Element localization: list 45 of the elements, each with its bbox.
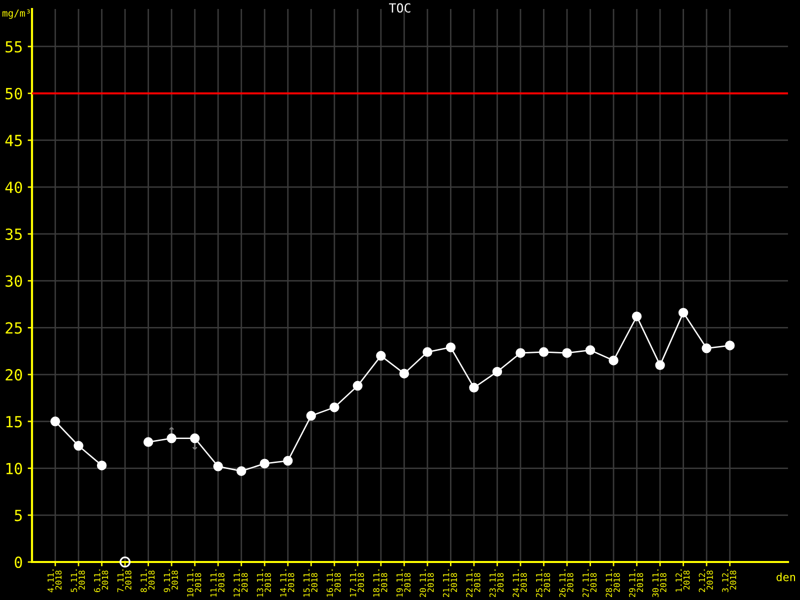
- x-tick-label: 7.11. 2018: [117, 570, 132, 592]
- x-tick-label: 18.11. 2018: [373, 570, 388, 597]
- x-tick-label: 25.11. 2018: [536, 570, 550, 598]
- x-tick-label: 20.11. 2018: [420, 570, 434, 598]
- x-axis-title: den: [776, 572, 796, 582]
- y-tick-label: 50: [6, 88, 22, 100]
- x-tick-label: 19.11. 2018: [396, 570, 411, 597]
- y-tick-label: 30: [6, 275, 22, 287]
- x-tick-label: 22.11. 2018: [466, 570, 480, 598]
- x-tick-label: 11.11. 2018: [210, 570, 224, 597]
- x-tick-label: 30.11. 2018: [652, 570, 666, 598]
- x-tick-label: 17.11. 2018: [350, 570, 364, 597]
- x-tick-label: 29.11. 2018: [629, 570, 644, 598]
- y-tick-label: 20: [6, 369, 22, 381]
- y-axis-title: mg/m³: [2, 9, 30, 19]
- y-tick-label: 55: [6, 41, 22, 53]
- x-tick-label: 9.11. 2018: [164, 570, 178, 592]
- x-tick-label: 23.11. 2018: [489, 570, 504, 598]
- chart-title: TOC: [389, 3, 410, 13]
- x-tick-label: 1.12. 2018: [676, 570, 690, 592]
- x-tick-label: 13.11. 2018: [256, 570, 271, 597]
- x-tick-label: 28.11. 2018: [606, 570, 620, 598]
- x-tick-label: 4.11. 2018: [48, 570, 62, 592]
- x-tick-label: 8.11. 2018: [140, 570, 155, 592]
- y-tick-label: 15: [6, 416, 22, 428]
- x-tick-label: 24.11. 2018: [512, 570, 527, 598]
- x-tick-label: 10.11. 2018: [187, 570, 202, 597]
- x-tick-label: 26.11. 2018: [559, 570, 574, 598]
- y-tick-label: 40: [5, 182, 22, 194]
- x-tick-label: 14.11. 2018: [280, 570, 294, 597]
- x-tick-label: 21.11. 2018: [442, 570, 458, 598]
- x-tick-label: 6.11. 2018: [94, 570, 108, 592]
- x-tick-label: 27.11. 2018: [582, 570, 597, 598]
- y-tick-label: 35: [6, 228, 22, 240]
- x-tick-label: 12.11. 2018: [234, 570, 248, 597]
- x-tick-label: 2.12. 2018: [698, 570, 713, 592]
- x-tick-label: 3.12. 2018: [722, 570, 736, 592]
- y-tick-label: 5: [14, 510, 22, 522]
- x-tick-label: 5.11. 2018: [70, 570, 85, 592]
- y-tick-label: 10: [6, 462, 22, 474]
- x-tick-label: 16.11. 2018: [326, 570, 341, 597]
- y-tick-label: 25: [6, 322, 22, 334]
- y-tick-label: 45: [5, 134, 22, 146]
- y-tick-label: 0: [14, 556, 22, 568]
- x-tick-label: 15.11. 2018: [303, 570, 318, 597]
